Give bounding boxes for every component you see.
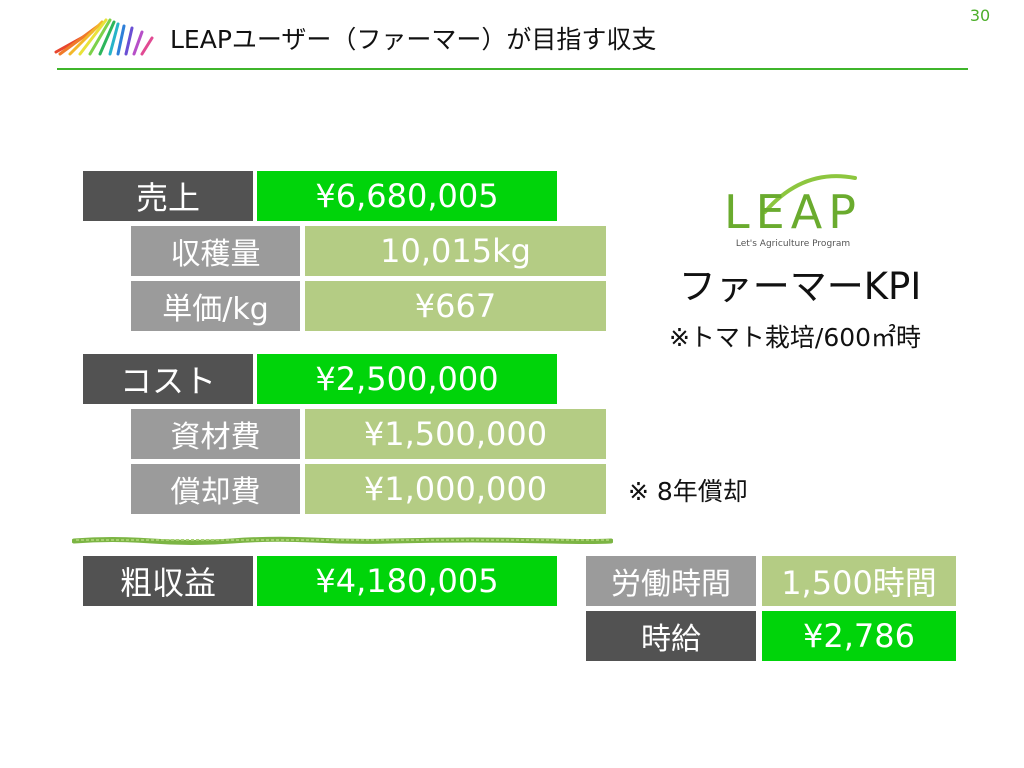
profit-label: 粗収益 (83, 556, 253, 606)
cost-label: コスト (83, 354, 253, 404)
kpi-title: ファーマーKPI (678, 265, 922, 308)
leap-logo-tagline: Let's Agriculture Program (736, 239, 850, 249)
materials-value: ¥1,500,000 (305, 409, 606, 459)
labor-hours-label: 労働時間 (586, 556, 756, 606)
hourly-wage-value: ¥2,786 (762, 611, 956, 661)
revenue-label: 売上 (83, 171, 253, 221)
header-divider (57, 68, 968, 70)
kpi-note: ※トマト栽培/600㎡時 (668, 323, 922, 352)
labor-hours-value: 1,500時間 (762, 556, 956, 606)
header-logo-icon (52, 18, 156, 58)
page-number: 30 (969, 6, 991, 25)
depreciation-label: 償却費 (131, 464, 300, 514)
cost-value: ¥2,500,000 (257, 354, 557, 404)
page-title: LEAPユーザー（ファーマー）が目指す収支 (170, 25, 657, 54)
depreciation-value: ¥1,000,000 (305, 464, 606, 514)
revenue-value: ¥6,680,005 (257, 171, 557, 221)
leap-logo: LEAP Let's Agriculture Program (705, 160, 881, 252)
hourly-wage-label: 時給 (586, 611, 756, 661)
leap-logo-text: LEAP (724, 185, 862, 239)
unit-price-value: ¥667 (305, 281, 606, 331)
harvest-value: 10,015kg (305, 226, 606, 276)
unit-price-label: 単価/kg (131, 281, 300, 331)
profit-value: ¥4,180,005 (257, 556, 557, 606)
depreciation-note: ※ 8年償却 (628, 477, 748, 506)
sum-divider (71, 530, 614, 545)
harvest-label: 収穫量 (131, 226, 300, 276)
materials-label: 資材費 (131, 409, 300, 459)
